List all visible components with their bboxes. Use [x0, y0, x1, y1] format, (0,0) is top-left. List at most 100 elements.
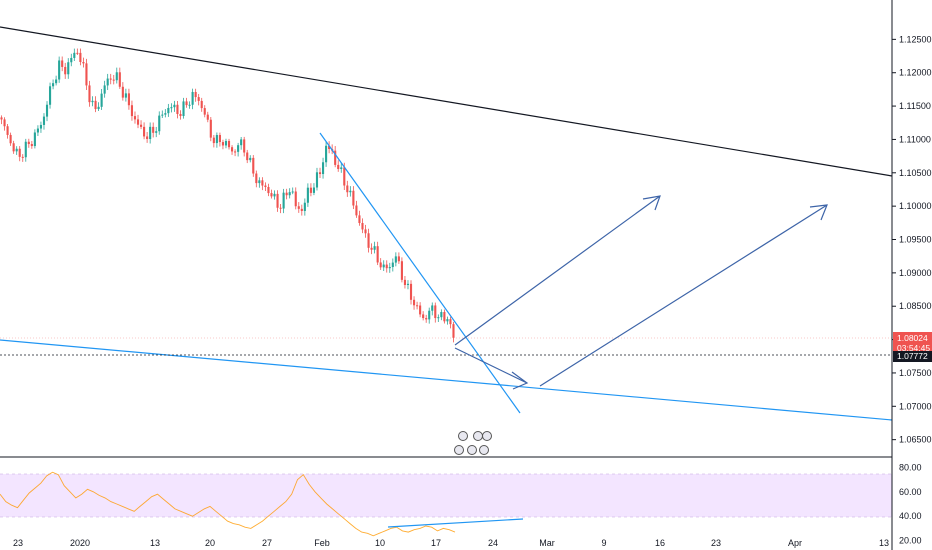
candle-down [130, 105, 134, 117]
economic-event-icons[interactable] [454, 431, 492, 455]
candle-up [188, 104, 191, 106]
time-tick-label: 23 [711, 538, 721, 548]
time-tick-label: 13 [879, 538, 889, 548]
candle-down [133, 116, 137, 120]
price-tick-label: 1.07000 [899, 401, 932, 411]
candle-up [36, 128, 39, 133]
candle-down [309, 187, 312, 193]
arrow-path-down[interactable] [454, 347, 528, 384]
candle-down [246, 152, 249, 161]
main-pane [0, 26, 893, 455]
candle-up [161, 114, 164, 116]
candle-up [91, 100, 94, 103]
event-icon[interactable] [467, 445, 477, 455]
candle-up [394, 256, 397, 263]
candle-down [334, 150, 337, 165]
candle-up [431, 305, 434, 311]
black-trendline[interactable] [0, 26, 893, 177]
candle-up [158, 115, 161, 132]
price-tick-label: 1.10000 [899, 201, 932, 211]
price-axis[interactable]: 1.12500 1.12000 1.11500 1.11000 1.10500 1.100… [891, 0, 932, 550]
candle-up [191, 91, 194, 105]
time-tick-label: 2020 [70, 538, 90, 548]
candle-down [18, 148, 21, 157]
rsi-pane [0, 471, 892, 537]
candle-up [340, 167, 343, 169]
candle-up [440, 312, 443, 318]
price-tick-label: 1.07500 [899, 368, 932, 378]
candle-up [237, 145, 240, 152]
candle-down [227, 140, 231, 148]
candle-down [367, 233, 370, 248]
candle-down [355, 205, 358, 216]
price-tick-label: 1.12500 [899, 34, 932, 44]
candle-down [146, 136, 149, 140]
candle-down [218, 135, 221, 143]
rsi-line [0, 471, 456, 537]
candle-down [109, 78, 112, 80]
candle-down [27, 141, 30, 145]
candle-down [443, 312, 446, 322]
time-axis[interactable]: 23 2020 13 20 27 Feb 10 17 24 Mar 9 16 23 Apr 13 [13, 538, 889, 548]
last-price-tag: 1.08024 03:54:45 [893, 332, 932, 353]
candle-up [58, 60, 61, 80]
candle-up [321, 162, 325, 175]
candle-down [419, 305, 422, 315]
blue-support-line[interactable] [0, 339, 893, 421]
candle-down [267, 187, 270, 194]
candle-up [70, 57, 73, 63]
event-icon[interactable] [458, 431, 468, 441]
price-tick-label: 1.12000 [899, 68, 932, 78]
candle-down [243, 139, 246, 153]
candle-down [403, 279, 407, 285]
crosshair-price-tag-bg [893, 351, 932, 362]
candle-down [452, 324, 455, 338]
candle-down [30, 144, 33, 147]
candle-up [115, 72, 118, 81]
candle-down [397, 256, 400, 262]
candle-down [139, 124, 143, 127]
candle-down [121, 86, 124, 98]
candle-up [106, 78, 109, 86]
price-tick-label: 1.10500 [899, 168, 932, 178]
candle-up [48, 86, 52, 105]
event-icon[interactable] [479, 445, 489, 455]
event-icon[interactable] [454, 445, 464, 455]
rsi-tick-label: 20.00 [899, 536, 922, 546]
candle-down [361, 223, 364, 230]
candle-up [33, 132, 36, 147]
candle-down [425, 318, 428, 320]
candle-up [446, 319, 449, 322]
candle-up [164, 113, 167, 115]
candle-up [312, 187, 316, 193]
candle-down [12, 143, 15, 152]
arrow-path-up-2[interactable] [539, 204, 828, 387]
candle-down [416, 305, 419, 307]
candle-down [364, 229, 367, 234]
price-tick-label: 1.11500 [899, 101, 931, 111]
candle-up [291, 191, 294, 193]
candle-up [42, 116, 46, 125]
arrow-path-up-1[interactable] [454, 195, 661, 346]
candle-down [279, 207, 282, 209]
candle-down [449, 319, 452, 325]
event-icon[interactable] [482, 431, 492, 441]
time-tick-label: Apr [788, 538, 802, 548]
arrow-head-down [511, 371, 529, 390]
time-tick-label: 17 [431, 538, 441, 548]
rsi-trendline[interactable] [387, 518, 524, 528]
candle-down [112, 79, 115, 81]
blue-descending-line[interactable] [319, 132, 521, 414]
projection-arrows[interactable] [454, 195, 828, 390]
candle-up [167, 107, 170, 114]
candle-down [82, 62, 85, 64]
event-icon[interactable] [473, 431, 483, 441]
candle-down [6, 126, 9, 135]
time-tick-label: 10 [375, 538, 385, 548]
candle-down [358, 215, 361, 224]
candle-down [203, 108, 206, 115]
candle-down [206, 114, 209, 120]
candle-up [67, 62, 70, 75]
candle-up [224, 140, 228, 146]
